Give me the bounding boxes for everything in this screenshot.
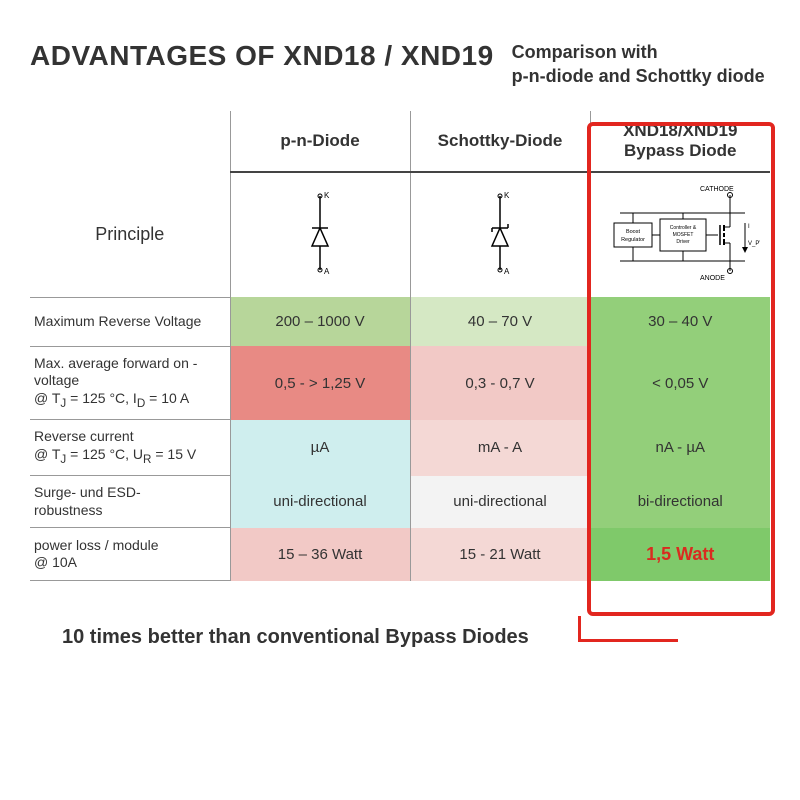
connector-line: [578, 616, 678, 642]
slide: ADVANTAGES OF XND18 / XND19 Comparison w…: [0, 0, 800, 601]
row-label: Maximum Reverse Voltage: [30, 297, 230, 346]
cell-xnd: nA - µA: [590, 420, 770, 476]
svg-text:Boost: Boost: [626, 229, 641, 235]
svg-text:I: I: [748, 224, 750, 230]
title-row: ADVANTAGES OF XND18 / XND19 Comparison w…: [30, 40, 780, 89]
header-blank: [30, 111, 230, 173]
cell-schottky: 0,3 - 0,7 V: [410, 346, 590, 419]
cell-schottky: 15 - 21 Watt: [410, 528, 590, 581]
block-diagram-icon: CATHODE Boost Regulator Controller & MOS…: [600, 183, 760, 283]
row-label: Reverse current@ TJ = 125 °C, UR = 15 V: [30, 420, 230, 476]
svg-text:K: K: [504, 191, 510, 200]
svg-text:Driver: Driver: [677, 239, 691, 245]
svg-text:CATHODE: CATHODE: [700, 186, 734, 193]
emphasis-value: 1,5 Watt: [646, 544, 714, 564]
svg-text:A: A: [324, 267, 330, 276]
cell-pn: uni-directional: [230, 476, 410, 528]
table-row: Maximum Reverse Voltage200 – 1000 V40 – …: [30, 297, 770, 346]
cell-schottky: mA - A: [410, 420, 590, 476]
header-row: p-n-Diode Schottky-Diode XND18/XND19Bypa…: [30, 111, 770, 173]
svg-text:MOSFET: MOSFET: [673, 232, 694, 238]
header-xnd: XND18/XND19Bypass Diode: [590, 111, 770, 173]
row-label: Max. average forward on - voltage@ TJ = …: [30, 346, 230, 419]
row-label: Principle: [30, 172, 230, 297]
header-schottky: Schottky-Diode: [410, 111, 590, 173]
table-row: Surge- und ESD-robustnessuni-directional…: [30, 476, 770, 528]
page-title: ADVANTAGES OF XND18 / XND19: [30, 40, 494, 72]
comparison-table: p-n-Diode Schottky-Diode XND18/XND19Bypa…: [30, 111, 770, 582]
table-row: Reverse current@ TJ = 125 °C, UR = 15 Vµ…: [30, 420, 770, 476]
page-subtitle: Comparison withp-n-diode and Schottky di…: [512, 40, 765, 89]
table-body: Principle K A K A CATHODE Boost Regulato…: [30, 172, 770, 580]
footer-note: 10 times better than conventional Bypass…: [62, 626, 529, 649]
table-row: Principle K A K A CATHODE Boost Regulato…: [30, 172, 770, 297]
principle-schottky: K A: [410, 172, 590, 297]
row-label: Surge- und ESD-robustness: [30, 476, 230, 528]
svg-text:Regulator: Regulator: [621, 237, 645, 243]
cell-xnd: < 0,05 V: [590, 346, 770, 419]
cell-xnd: bi-directional: [590, 476, 770, 528]
table-row: Max. average forward on - voltage@ TJ = …: [30, 346, 770, 419]
cell-xnd: 1,5 Watt: [590, 528, 770, 581]
cell-pn: µA: [230, 420, 410, 476]
svg-text:Controller &: Controller &: [670, 225, 697, 231]
principle-pn: K A: [230, 172, 410, 297]
cell-pn: 0,5 - > 1,25 V: [230, 346, 410, 419]
header-pn: p-n-Diode: [230, 111, 410, 173]
diode-symbol-icon: K A: [300, 188, 340, 278]
cell-schottky: uni-directional: [410, 476, 590, 528]
row-label: power loss / module@ 10A: [30, 528, 230, 581]
svg-text:A: A: [504, 267, 510, 276]
cell-xnd: 30 – 40 V: [590, 297, 770, 346]
principle-xnd: CATHODE Boost Regulator Controller & MOS…: [590, 172, 770, 297]
cell-pn: 15 – 36 Watt: [230, 528, 410, 581]
svg-text:V_PVO: V_PVO: [748, 241, 760, 247]
cell-schottky: 40 – 70 V: [410, 297, 590, 346]
svg-text:K: K: [324, 191, 330, 200]
svg-text:ANODE: ANODE: [700, 275, 725, 282]
cell-pn: 200 – 1000 V: [230, 297, 410, 346]
table-row: power loss / module@ 10A15 – 36 Watt15 -…: [30, 528, 770, 581]
schottky-symbol-icon: K A: [480, 188, 520, 278]
